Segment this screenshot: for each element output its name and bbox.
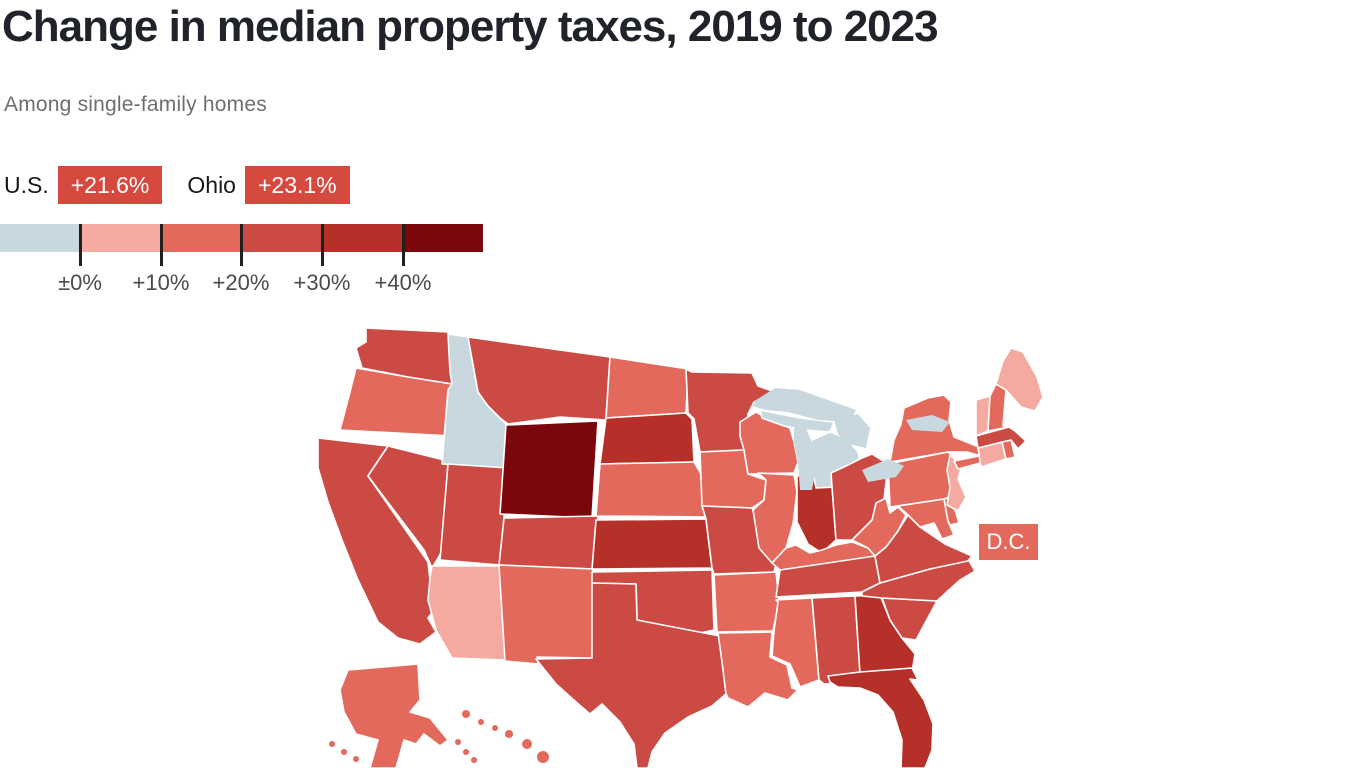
state-al [811, 595, 861, 685]
legend-band-40+ [402, 224, 483, 252]
legend-band-neg [0, 224, 81, 252]
chart-title: Change in median property taxes, 2019 to… [2, 2, 939, 51]
state-ak-island [353, 756, 359, 762]
great-lakes-4 [906, 415, 950, 432]
legend-band-20-30 [241, 224, 322, 252]
state-nj [946, 454, 967, 512]
state-ak-island [471, 757, 477, 763]
us-stat-label: U.S. [4, 171, 49, 198]
state-ca [317, 437, 437, 645]
dc-badge-label: D.C. [986, 529, 1031, 554]
state-fl [827, 667, 934, 768]
dc-badge: D.C. [979, 524, 1038, 560]
state-wy [499, 420, 599, 519]
state-ma [975, 426, 1027, 450]
state-me [995, 347, 1044, 412]
state-la [717, 631, 799, 708]
legend-tick-label-4: +40% [374, 270, 432, 295]
state-ar [713, 571, 780, 633]
state-hi-island [492, 725, 498, 731]
state-ks [591, 518, 713, 570]
great-lakes-3 [862, 459, 904, 482]
state-mi [759, 409, 835, 433]
state-co [498, 515, 599, 570]
ohio-stat-value-badge: +23.1% [244, 166, 350, 204]
ohio-stat-label: Ohio [187, 171, 236, 198]
legend-tick-0 [79, 224, 82, 266]
legend-color-scale [0, 224, 483, 252]
legend-tick-label-3: +30% [293, 270, 351, 295]
state-ak-island [329, 741, 335, 747]
state-ak-island [455, 739, 461, 745]
great-lakes-0 [752, 388, 856, 422]
us-stat-value-badge: +21.6% [57, 166, 163, 204]
state-nm [498, 564, 594, 665]
state-ak-island [463, 749, 469, 755]
legend-tick-2 [240, 224, 243, 266]
state-az [427, 565, 507, 661]
state-nh [987, 383, 1010, 432]
great-lakes-2 [834, 414, 870, 448]
great-lakes-1 [794, 424, 816, 490]
legend-band-30-40 [322, 224, 403, 252]
state-ut [439, 463, 509, 566]
legend-tick-label-2: +20% [212, 270, 270, 295]
state-nd [605, 356, 689, 419]
state-sd [599, 412, 695, 465]
chart-subtitle: Among single-family homes [4, 93, 267, 116]
state-ne [595, 461, 714, 518]
legend-band-10-20 [161, 224, 242, 252]
state-hi-island [522, 739, 532, 749]
state-ak [339, 663, 449, 768]
state-hi-island [462, 710, 470, 718]
highlight-stats: U.S. +21.6% Ohio +23.1% [4, 166, 350, 204]
state-ak-island [341, 749, 347, 755]
legend-band-0-10 [80, 224, 161, 252]
legend-tick-label-0: ±0% [58, 270, 102, 295]
legend-tick-3 [321, 224, 324, 266]
state-mn [685, 368, 776, 453]
legend-tick-4 [402, 224, 405, 266]
state-hi-island [478, 719, 484, 725]
state-hi-island [505, 730, 513, 738]
state-hi-island [537, 751, 549, 763]
legend-tick-1 [160, 224, 163, 266]
legend-tick-label-1: +10% [132, 270, 190, 295]
